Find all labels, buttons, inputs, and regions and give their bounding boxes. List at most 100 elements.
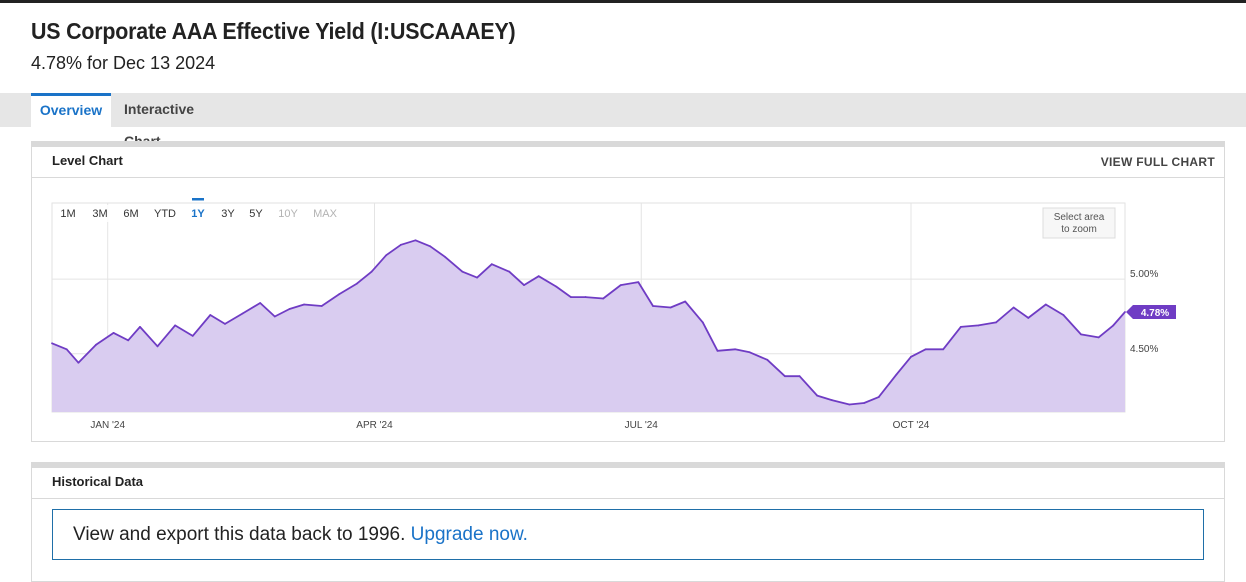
last-value-tag bbox=[1126, 304, 1176, 319]
historical-data-header: Historical Data bbox=[32, 468, 1224, 499]
data-point bbox=[414, 239, 417, 242]
data-point bbox=[490, 263, 493, 266]
range-button-max: MAX bbox=[313, 208, 338, 220]
range-button-3m[interactable]: 3M bbox=[92, 208, 107, 220]
data-point bbox=[798, 375, 801, 378]
data-point bbox=[399, 243, 402, 246]
data-point bbox=[156, 345, 159, 348]
data-point bbox=[224, 323, 226, 325]
top-border bbox=[0, 0, 1246, 3]
level-chart[interactable]: JAN '24 APR '24 JUL '24 OCT '24 5.00% 4.50% 1M… bbox=[32, 147, 1224, 441]
view-full-chart-link[interactable]: VIEW FULL CHART bbox=[1100, 155, 1215, 169]
zoom-hint-text: to zoom bbox=[1061, 224, 1097, 235]
data-point bbox=[924, 348, 927, 351]
data-point bbox=[716, 349, 719, 352]
data-point bbox=[443, 255, 446, 258]
data-point bbox=[51, 342, 53, 345]
data-point bbox=[288, 308, 291, 310]
data-point bbox=[1112, 324, 1115, 327]
data-point bbox=[1124, 311, 1126, 313]
range-button-3y[interactable]: 3Y bbox=[221, 208, 235, 220]
data-point bbox=[734, 348, 736, 351]
upgrade-message: View and export this data back to 1996. bbox=[73, 524, 406, 545]
tab-bar: Overview Interactive Chart bbox=[0, 93, 1246, 149]
range-button-bg bbox=[311, 205, 339, 222]
range-button-bg bbox=[86, 205, 114, 222]
data-point bbox=[570, 296, 572, 298]
data-point bbox=[370, 270, 373, 273]
range-button-6m[interactable]: 6M bbox=[123, 208, 138, 220]
range-button-bg bbox=[242, 205, 270, 222]
data-point bbox=[877, 396, 880, 398]
upgrade-banner: View and export this data back to 1996. … bbox=[52, 509, 1204, 560]
data-point bbox=[977, 324, 980, 327]
zoom-hint-text: Select area bbox=[1054, 212, 1105, 223]
range-button-ytd[interactable]: YTD bbox=[154, 208, 176, 220]
data-point bbox=[701, 321, 704, 324]
data-point bbox=[508, 270, 511, 273]
y-tick-label: 5.00% bbox=[1130, 269, 1158, 280]
data-point bbox=[995, 321, 997, 324]
data-point bbox=[191, 334, 194, 337]
data-point bbox=[942, 348, 945, 351]
y-tick-label: 4.50% bbox=[1130, 344, 1158, 355]
data-point bbox=[766, 358, 769, 361]
series-line bbox=[51, 239, 1126, 406]
data-point bbox=[65, 348, 68, 351]
data-point bbox=[1097, 336, 1100, 339]
data-point bbox=[273, 315, 276, 318]
range-button-bg bbox=[274, 205, 302, 222]
data-point bbox=[259, 302, 262, 304]
x-tick-label: OCT '24 bbox=[893, 420, 930, 431]
latest-value-subtitle: 4.78% for Dec 13 2024 bbox=[31, 53, 216, 73]
level-chart-panel: Level Chart VIEW FULL CHART JAN '24 APR '… bbox=[31, 141, 1225, 442]
range-button-5y[interactable]: 5Y bbox=[249, 208, 263, 220]
range-active-indicator bbox=[192, 198, 204, 201]
data-point bbox=[1080, 333, 1082, 336]
data-point bbox=[523, 284, 525, 287]
data-point bbox=[241, 312, 244, 315]
range-button-bg bbox=[151, 205, 179, 222]
data-point bbox=[174, 324, 177, 327]
data-point bbox=[461, 270, 464, 273]
data-point bbox=[112, 331, 115, 334]
range-button-1y[interactable]: 1Y bbox=[191, 208, 205, 220]
data-point bbox=[784, 375, 786, 378]
data-point bbox=[584, 296, 587, 298]
data-point bbox=[863, 402, 865, 404]
last-value-label: 4.78% bbox=[1141, 308, 1169, 319]
data-point bbox=[1044, 303, 1047, 306]
data-point bbox=[1027, 317, 1030, 319]
x-tick-label: APR '24 bbox=[356, 420, 393, 431]
data-point bbox=[338, 293, 341, 295]
data-point bbox=[602, 297, 605, 300]
data-point bbox=[637, 281, 640, 284]
data-point bbox=[652, 305, 654, 307]
data-point bbox=[355, 282, 358, 285]
upgrade-now-link[interactable]: Upgrade now. bbox=[410, 524, 528, 545]
tab-overview[interactable]: Overview bbox=[31, 93, 111, 127]
range-button-bg bbox=[117, 205, 145, 222]
x-tick-label: JUL '24 bbox=[625, 420, 659, 431]
data-point bbox=[910, 355, 912, 358]
data-point bbox=[1062, 314, 1065, 316]
page-title: US Corporate AAA Effective Yield (I:USCA… bbox=[31, 18, 516, 44]
data-point bbox=[895, 373, 898, 376]
data-point bbox=[320, 305, 323, 307]
data-point bbox=[127, 339, 130, 342]
data-point bbox=[77, 361, 80, 364]
range-button-bg bbox=[184, 205, 212, 222]
level-chart-header: Level Chart VIEW FULL CHART bbox=[32, 147, 1224, 178]
historical-data-panel: Historical Data View and export this dat… bbox=[31, 462, 1225, 582]
data-point bbox=[429, 245, 432, 248]
data-point bbox=[303, 303, 306, 306]
x-tick-label: JAN '24 bbox=[90, 420, 125, 431]
zoom-hint-box bbox=[1042, 207, 1116, 239]
range-button-1m[interactable]: 1M bbox=[60, 208, 75, 220]
data-point bbox=[748, 351, 751, 354]
range-button-bg bbox=[214, 205, 242, 222]
data-point bbox=[476, 276, 478, 279]
range-button-bg bbox=[54, 205, 82, 222]
data-point bbox=[1012, 306, 1015, 309]
tab-interactive-chart[interactable]: Interactive Chart bbox=[124, 101, 195, 149]
